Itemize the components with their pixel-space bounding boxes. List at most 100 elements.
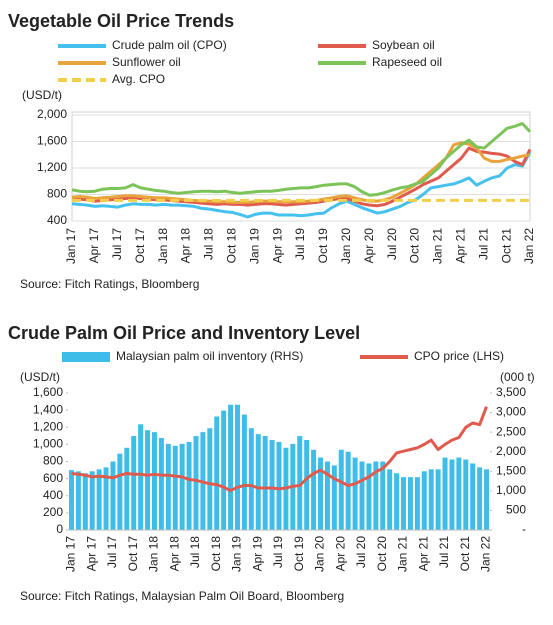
bar [387, 469, 393, 530]
x-tick-label: Apr 18 [179, 228, 193, 264]
bar [221, 410, 227, 530]
legend-label: Crude palm oil (CPO) [112, 38, 227, 52]
y2-tick-label: 1,500 [496, 463, 526, 477]
chart-title: Vegetable Oil Price Trends [8, 11, 234, 31]
x-tick-label: Jan 21 [396, 536, 410, 572]
bar [124, 447, 130, 530]
bar [241, 414, 247, 530]
y-axis-label: (USD/t) [22, 88, 62, 102]
bar [158, 438, 164, 530]
bar [449, 459, 455, 530]
x-tick-label: Apr 21 [453, 228, 467, 264]
x-tick-label: Oct 18 [209, 536, 223, 572]
y-axis-label: (USD/t) [20, 370, 60, 384]
x-tick-label: Oct 17 [133, 228, 147, 264]
bar [269, 439, 275, 530]
x-tick-label: Jul 20 [354, 536, 368, 568]
x-tick-label: Jan 18 [147, 536, 161, 572]
bar [117, 453, 123, 530]
bar [276, 441, 282, 530]
y-tick-label: 2,000 [37, 107, 67, 121]
bar [207, 428, 213, 530]
bar [96, 469, 102, 530]
y-tick-label: 800 [47, 187, 67, 201]
bar [131, 436, 137, 530]
series-line [71, 406, 488, 493]
bar [228, 404, 234, 530]
bar [477, 467, 483, 530]
bar [179, 443, 185, 530]
legend-label: Soybean oil [372, 38, 435, 52]
source-note: Source: Fitch Ratings, Malaysian Palm Oi… [20, 589, 344, 603]
x-tick-label: Jan 20 [313, 536, 327, 572]
bar [352, 457, 358, 530]
y2-tick-label: 3,500 [496, 385, 526, 399]
bar [68, 470, 74, 530]
bar [103, 467, 109, 530]
y2-tick-label: 500 [506, 503, 526, 517]
x-tick-label: Apr 21 [416, 536, 430, 572]
x-tick-label: Oct 21 [499, 228, 513, 264]
y2-tick-label: 3,000 [496, 405, 526, 419]
series-line [71, 141, 531, 204]
y2-tick-label: - [522, 522, 526, 536]
x-tick-label: Jan 19 [230, 536, 244, 572]
x-tick-label: Jul 19 [293, 228, 307, 260]
bar [186, 441, 192, 530]
x-tick-label: Oct 17 [126, 536, 140, 572]
bar [318, 457, 323, 530]
bar [407, 477, 413, 530]
x-tick-label: Jul 20 [385, 228, 399, 260]
bar [435, 469, 441, 530]
bar [311, 449, 317, 530]
bar [262, 436, 268, 530]
x-tick-label: Apr 19 [270, 228, 284, 264]
x-tick-label: Jan 17 [64, 536, 78, 572]
x-tick-label: Jul 21 [476, 228, 490, 260]
bar [463, 459, 469, 530]
y2-tick-label: 2,500 [496, 424, 526, 438]
x-tick-label: Oct 21 [458, 536, 472, 572]
bar [373, 461, 379, 530]
series-line [71, 122, 532, 197]
bar [304, 439, 310, 530]
bar [345, 451, 351, 530]
bar [456, 457, 462, 530]
bar [380, 461, 386, 530]
x-tick-label: Jan 21 [431, 228, 445, 264]
bar [82, 473, 88, 530]
y-tick-label: 0 [56, 522, 63, 536]
bar [366, 463, 372, 530]
x-tick-label: Jul 21 [437, 536, 451, 568]
x-tick-label: Jan 19 [247, 228, 261, 264]
source-note: Source: Fitch Ratings, Bloomberg [20, 277, 199, 291]
bar [248, 428, 254, 530]
y-tick-label: 400 [43, 488, 63, 502]
y-tick-label: 1,200 [37, 160, 67, 174]
x-tick-label: Jul 18 [188, 536, 202, 568]
chart-title: Crude Palm Oil Price and Inventory Level [8, 323, 360, 343]
y-tick-label: 1,400 [33, 402, 63, 416]
y2-tick-label: 1,000 [496, 483, 526, 497]
legend-label: Malaysian palm oil inventory (RHS) [116, 349, 303, 363]
bar [110, 461, 116, 530]
bar [89, 471, 95, 530]
x-tick-label: Apr 17 [87, 228, 101, 264]
x-tick-label: Apr 19 [250, 536, 264, 572]
x-tick-label: Jan 22 [479, 536, 493, 572]
x-tick-label: Oct 20 [375, 536, 389, 572]
x-tick-label: Oct 19 [316, 228, 330, 264]
bar [414, 477, 420, 530]
bar [151, 432, 157, 530]
bar [394, 473, 400, 530]
x-tick-label: Apr 18 [167, 536, 181, 572]
bar [172, 445, 178, 530]
x-tick-label: Jan 17 [64, 228, 78, 264]
y-tick-label: 1,600 [37, 134, 67, 148]
legend-label: Sunflower oil [112, 55, 181, 69]
y-tick-label: 800 [43, 454, 63, 468]
bar [145, 430, 151, 530]
bar [470, 463, 476, 530]
y-tick-label: 1,200 [33, 419, 63, 433]
